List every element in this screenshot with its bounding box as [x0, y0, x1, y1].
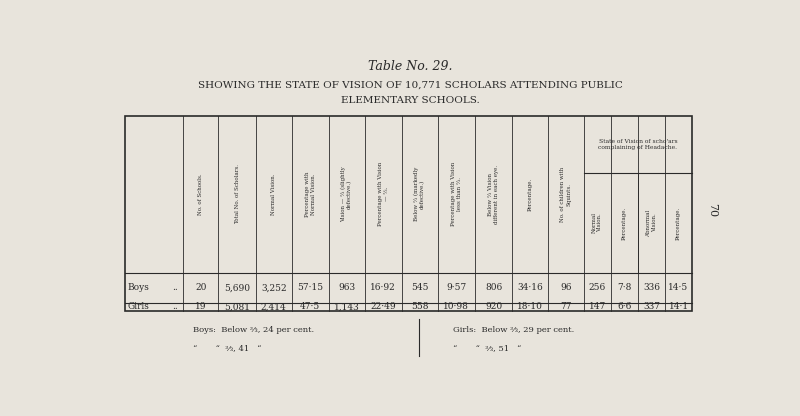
Text: 3,252: 3,252 — [261, 283, 286, 292]
Text: 147: 147 — [589, 302, 606, 312]
Text: 2,414: 2,414 — [261, 302, 286, 312]
Text: Table No. 29.: Table No. 29. — [368, 59, 452, 72]
Text: ..: .. — [173, 283, 178, 292]
Text: No. of children with
Squints.: No. of children with Squints. — [560, 166, 571, 222]
Text: 256: 256 — [589, 283, 606, 292]
Text: Normal Vision.: Normal Vision. — [271, 173, 276, 215]
Text: 19: 19 — [195, 302, 206, 312]
Text: No. of Schools.: No. of Schools. — [198, 173, 203, 215]
Text: 77: 77 — [560, 302, 571, 312]
Text: Percentage with Vision
— ⅔.: Percentage with Vision — ⅔. — [378, 162, 389, 226]
Text: 5,690: 5,690 — [224, 283, 250, 292]
Text: Percentage.: Percentage. — [676, 206, 681, 240]
Text: Normal
Vision.: Normal Vision. — [592, 213, 602, 233]
Text: Below ⅔ (markedly
defective.): Below ⅔ (markedly defective.) — [414, 167, 426, 221]
Text: Boys: Boys — [128, 283, 150, 292]
Text: 5,081: 5,081 — [224, 302, 250, 312]
Text: 96: 96 — [560, 283, 571, 292]
Text: “       “  ⅔, 51   “: “ “ ⅔, 51 “ — [454, 344, 522, 352]
Text: 57·15: 57·15 — [297, 283, 323, 292]
Text: ELEMENTARY SCHOOLS.: ELEMENTARY SCHOOLS. — [341, 97, 479, 105]
Text: 14·1: 14·1 — [669, 302, 689, 312]
Text: Total No. of Scholars.: Total No. of Scholars. — [234, 164, 240, 224]
Text: Girls: Girls — [128, 302, 150, 312]
Text: ..: .. — [173, 302, 178, 312]
Text: Percentage with
Normal Vision.: Percentage with Normal Vision. — [305, 171, 316, 217]
Text: 14·5: 14·5 — [669, 283, 689, 292]
Text: 9·57: 9·57 — [446, 283, 466, 292]
Text: “       “  ⅔, 41   “: “ “ ⅔, 41 “ — [193, 344, 262, 352]
Text: 47·5: 47·5 — [300, 302, 320, 312]
Text: 7·8: 7·8 — [617, 283, 631, 292]
Text: 1,143: 1,143 — [334, 302, 360, 312]
Text: 337: 337 — [643, 302, 660, 312]
Text: 963: 963 — [338, 283, 355, 292]
Text: 6·6: 6·6 — [617, 302, 631, 312]
Text: Percentage with Vision
less than ⅔.: Percentage with Vision less than ⅔. — [451, 162, 462, 226]
Text: Girls:  Below ⅔, 29 per cent.: Girls: Below ⅔, 29 per cent. — [454, 326, 574, 334]
Text: 20: 20 — [195, 283, 206, 292]
Text: 920: 920 — [485, 302, 502, 312]
Text: Below ⅔ Vision
different in each eye.: Below ⅔ Vision different in each eye. — [488, 164, 499, 224]
Text: 18·10: 18·10 — [518, 302, 543, 312]
Text: Percentage.: Percentage. — [528, 178, 533, 210]
Text: 70: 70 — [707, 203, 718, 217]
Text: Vision — ⅔ (slightly
defective.): Vision — ⅔ (slightly defective.) — [341, 166, 352, 222]
Text: 34·16: 34·16 — [518, 283, 543, 292]
Text: 545: 545 — [411, 283, 429, 292]
Text: Percentage.: Percentage. — [622, 206, 626, 240]
Text: 22·49: 22·49 — [370, 302, 396, 312]
Text: 10·98: 10·98 — [443, 302, 470, 312]
Text: 558: 558 — [411, 302, 429, 312]
Text: 336: 336 — [643, 283, 660, 292]
Text: SHOWING THE STATE OF VISION OF 10,771 SCHOLARS ATTENDING PUBLIC: SHOWING THE STATE OF VISION OF 10,771 SC… — [198, 80, 622, 89]
Text: 16·92: 16·92 — [370, 283, 396, 292]
Text: 806: 806 — [485, 283, 502, 292]
Text: Abnormal
Vision.: Abnormal Vision. — [646, 209, 657, 237]
Text: Boys:  Below ⅔, 24 per cent.: Boys: Below ⅔, 24 per cent. — [193, 326, 314, 334]
Text: State of Vision of scho'ars
complaining of Headache.: State of Vision of scho'ars complaining … — [598, 139, 678, 150]
